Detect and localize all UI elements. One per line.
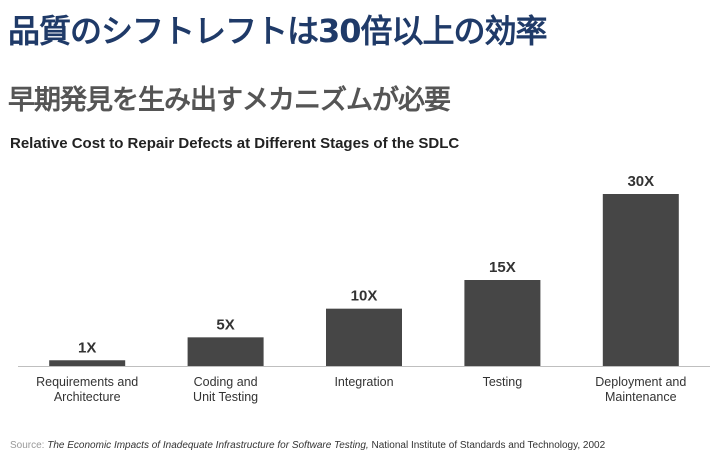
bars-group — [49, 194, 679, 366]
data-labels-group: 1X 5X 10X 15X 30X — [78, 173, 654, 356]
category-label: Integration — [334, 375, 393, 389]
slide-title: 品質のシフトレフトは30倍以上の効率 — [8, 12, 548, 50]
category-label: Requirements and — [36, 375, 138, 389]
chart-title: Relative Cost to Repair Defects at Diffe… — [10, 135, 460, 152]
slide-subtitle: 早期発見を生み出すメカニズムが必要 — [8, 85, 451, 116]
data-label: 5X — [216, 316, 234, 333]
category-label: Unit Testing — [193, 390, 258, 404]
category-label: Architecture — [54, 390, 121, 404]
category-label: Deployment and — [595, 375, 686, 389]
category-label: Maintenance — [605, 390, 677, 404]
data-label: 1X — [78, 339, 96, 356]
data-label: 30X — [627, 173, 654, 190]
data-label: 10X — [351, 288, 378, 305]
data-label: 15X — [489, 259, 516, 276]
source-note: Source: The Economic Impacts of Inadequa… — [10, 440, 605, 451]
category-label: Testing — [483, 375, 523, 389]
bar — [602, 194, 679, 366]
bar — [49, 360, 126, 366]
bar — [326, 308, 402, 366]
bar-chart: 1X 5X 10X 15X 30X Requirements andArchitectu… — [18, 173, 710, 404]
source-label: Source: — [10, 440, 45, 451]
source-publication-title: The Economic Impacts of Inadequate Infra… — [47, 440, 369, 451]
bar — [464, 280, 541, 366]
bar — [187, 337, 264, 366]
category-label: Coding and — [194, 375, 258, 389]
source-publisher: National Institute of Standards and Tech… — [371, 440, 606, 451]
